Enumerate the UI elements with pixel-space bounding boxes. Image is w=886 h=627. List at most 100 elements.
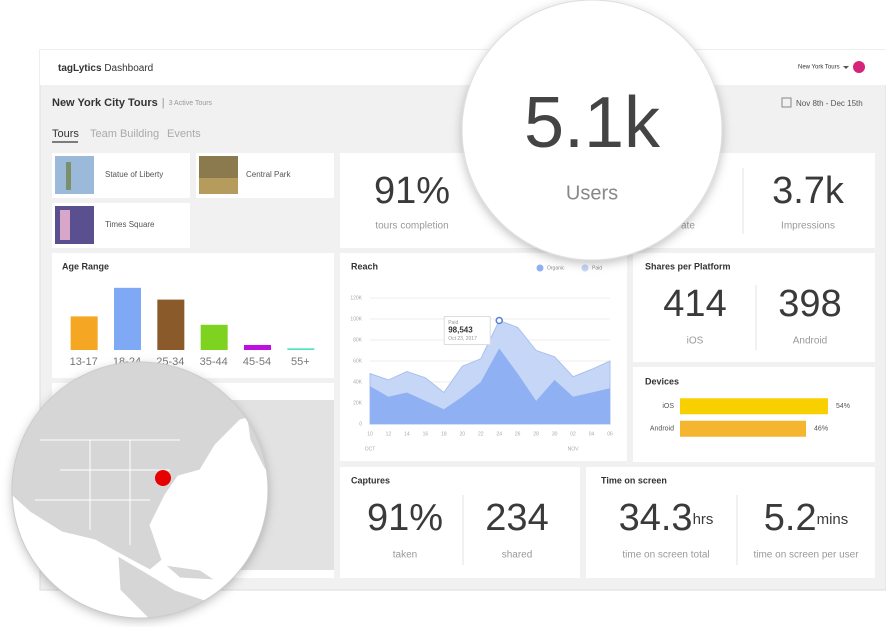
legend-swatch xyxy=(581,264,589,272)
value-label: 54% xyxy=(836,403,850,410)
stat-label: Impressions xyxy=(781,221,835,232)
x-tick-label: 12 xyxy=(386,431,392,437)
subtitle-text: 3 Active Tours xyxy=(169,100,213,107)
bar xyxy=(244,344,271,350)
title-text: New York City Tours xyxy=(52,97,158,109)
top-bar xyxy=(40,50,886,85)
dropdown-caret xyxy=(843,66,849,69)
tooltip xyxy=(443,316,491,346)
users-magnifier: 5.1k Users xyxy=(461,0,723,261)
card-title: Captures xyxy=(351,475,390,485)
x-tick-label: 24 xyxy=(496,431,502,437)
stat-value: 414 xyxy=(663,283,726,325)
x-tick-label: 14 xyxy=(404,431,410,437)
x-tick-label: 20 xyxy=(460,431,466,437)
tour-image-detail xyxy=(60,210,70,240)
land-south-america xyxy=(203,597,268,618)
tooltip-point xyxy=(495,316,503,325)
x-tick-label: 55+ xyxy=(291,356,310,368)
x-tick-label: 35-44 xyxy=(200,356,228,368)
x-period-label: NOV xyxy=(568,446,580,452)
unit: hrs xyxy=(693,511,714,528)
tour-image-detail xyxy=(199,178,238,194)
stat-value: 5.1k xyxy=(524,83,661,163)
stat-value: 91% xyxy=(367,497,443,539)
stat-label: time on screen total xyxy=(622,550,709,561)
card-title: Reach xyxy=(351,261,378,271)
time-card xyxy=(586,467,875,578)
legend-label: Paid xyxy=(592,265,602,271)
tab[interactable]: Tours xyxy=(52,128,79,140)
bar xyxy=(114,287,141,350)
x-tick-label: 10 xyxy=(367,431,373,437)
stat-value: 34.3hrs xyxy=(619,497,714,539)
bar xyxy=(200,324,228,350)
captures-card xyxy=(340,467,580,578)
shares-card xyxy=(633,253,875,362)
value-label: 46% xyxy=(814,426,828,433)
stat-value: 398 xyxy=(778,283,841,325)
page-title: New York City Tours | 3 Active Tours xyxy=(52,97,213,109)
legend-label: Organic xyxy=(547,265,565,271)
y-tick-label: 80K xyxy=(353,337,363,343)
unit: mins xyxy=(817,511,849,528)
account-menu[interactable]: New York Tours xyxy=(798,65,840,71)
y-tick-label: 20K xyxy=(353,400,363,406)
avatar[interactable] xyxy=(853,61,865,73)
stat-label: ate xyxy=(681,221,695,232)
magnifier-circle xyxy=(461,0,723,261)
tab[interactable]: Events xyxy=(167,128,201,140)
y-tick-label: 100K xyxy=(350,316,362,322)
stat-label: Users xyxy=(566,182,618,204)
category-label: iOS xyxy=(662,403,674,410)
card-title: Age Range xyxy=(62,261,109,271)
card-title: Shares per Platform xyxy=(645,261,731,271)
x-tick-label: 04 xyxy=(589,431,595,437)
x-period-label: OCT xyxy=(365,446,376,452)
stat-label: taken xyxy=(393,550,417,561)
x-tick-label: 26 xyxy=(515,431,521,437)
magnifier-rim xyxy=(11,361,269,619)
tour-image xyxy=(55,156,94,194)
bar xyxy=(157,299,185,350)
stat-value: 5.2mins xyxy=(764,497,849,539)
stat-value: 91% xyxy=(374,170,450,212)
card-title: Devices xyxy=(645,376,679,386)
x-tick-label: 16 xyxy=(423,431,429,437)
stat-label: iOS xyxy=(687,336,704,347)
number: 5.2 xyxy=(764,497,817,539)
bar xyxy=(680,420,807,437)
devices-card xyxy=(633,367,875,462)
stat-label: time on screen per user xyxy=(753,550,859,561)
brand-name: tagLytics xyxy=(58,63,102,74)
number: 34.3 xyxy=(619,497,693,539)
age-card xyxy=(52,253,334,378)
legend-swatch xyxy=(536,264,544,272)
x-tick-label: 13-17 xyxy=(70,356,98,368)
tab[interactable]: Team Building xyxy=(90,128,159,140)
y-tick-label: 0 xyxy=(359,421,362,427)
stat-label: tours completion xyxy=(375,221,448,232)
y-tick-label: 60K xyxy=(353,358,363,364)
stat-value: 3.7k xyxy=(772,170,845,212)
y-tick-label: 40K xyxy=(353,379,363,385)
land-caribbean xyxy=(163,564,217,581)
tour-image-detail xyxy=(66,162,71,190)
area xyxy=(370,348,610,424)
date-range[interactable]: Nov 8th - Dec 15th xyxy=(796,99,863,108)
y-tick-label: 120K xyxy=(350,295,362,301)
x-tick-label: 18 xyxy=(441,431,447,437)
category-label: Android xyxy=(650,426,674,433)
stat-label: shared xyxy=(502,550,533,561)
tooltip-value: 98,543 xyxy=(448,326,473,335)
x-tick-label: 28 xyxy=(533,431,539,437)
location-marker[interactable] xyxy=(155,470,171,486)
tour-name: Statue of Liberty xyxy=(105,170,163,179)
tour-name: Central Park xyxy=(246,170,291,179)
stat-label: Android xyxy=(793,336,827,347)
tour-name: Times Square xyxy=(105,220,155,229)
bar xyxy=(70,316,98,350)
x-tick-label: 45-54 xyxy=(243,356,271,368)
product-name: Dashboard xyxy=(104,63,153,74)
x-tick-label: 30 xyxy=(552,431,558,437)
